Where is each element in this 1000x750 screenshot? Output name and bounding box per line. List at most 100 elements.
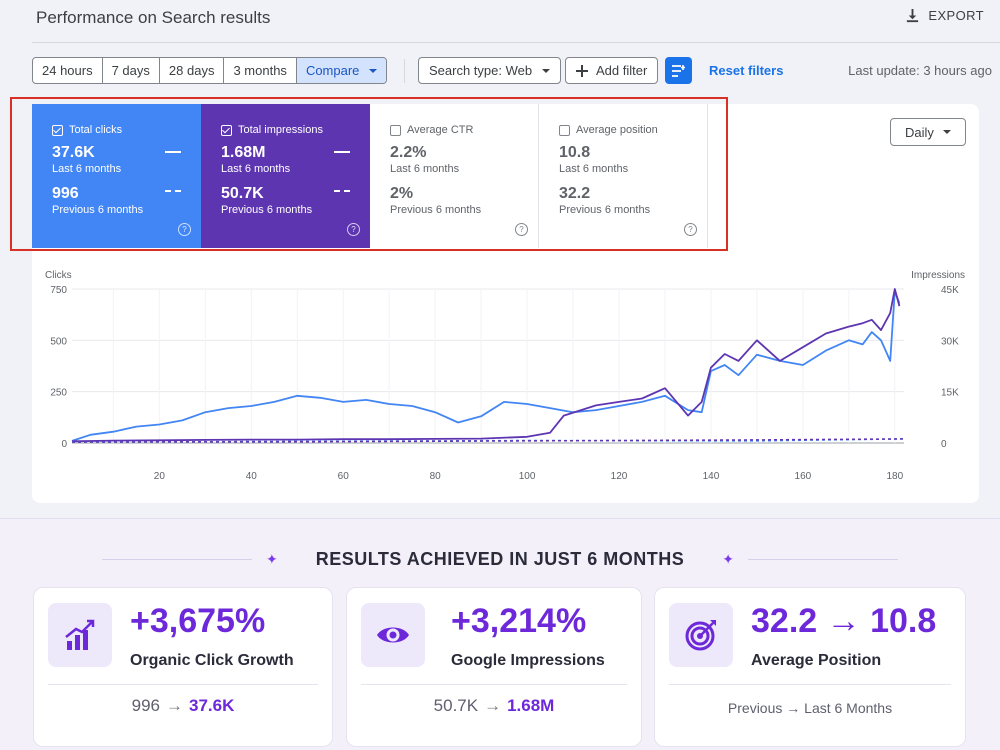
stat-comparison: 996 → 37.6K bbox=[34, 696, 332, 716]
header-divider bbox=[32, 42, 1000, 43]
filter-lines-icon bbox=[671, 64, 685, 77]
heading-rule bbox=[748, 559, 898, 560]
x-tick-label: 80 bbox=[430, 471, 442, 482]
stat-value: +3,675% bbox=[130, 602, 266, 640]
y-axis-label: Clicks bbox=[45, 270, 72, 281]
range-28-days[interactable]: 28 days bbox=[160, 58, 225, 83]
metric-previous-value: 32.2 bbox=[559, 185, 591, 202]
x-tick-label: 60 bbox=[338, 471, 350, 482]
page-title: Performance on Search results bbox=[36, 8, 271, 27]
export-label: EXPORT bbox=[928, 8, 984, 23]
checkbox-checked-icon[interactable] bbox=[52, 124, 63, 136]
stat-card-position: 32.2 → 10.8 Average Position Previous → … bbox=[654, 587, 966, 747]
metric-previous-period: Previous 6 months bbox=[559, 204, 651, 216]
arrow-right-icon: → bbox=[166, 696, 183, 715]
help-icon[interactable]: ? bbox=[347, 223, 360, 236]
stat-divider bbox=[48, 684, 318, 685]
metric-label: Total impressions bbox=[238, 124, 323, 136]
dashed-line-legend-icon bbox=[334, 190, 350, 192]
metric-current-period: Last 6 months bbox=[559, 163, 629, 175]
metric-label: Average CTR bbox=[407, 124, 474, 136]
metric-current-value: 37.6K bbox=[52, 144, 95, 161]
metric-total-impressions[interactable]: Total impressions 1.68M Last 6 months 50… bbox=[201, 104, 370, 248]
metric-current-period: Last 6 months bbox=[221, 163, 291, 175]
caret-down-icon bbox=[369, 68, 378, 73]
series-line-impressions-previous bbox=[71, 438, 905, 443]
stat-value: 32.2 → 10.8 bbox=[751, 602, 937, 640]
range-3-months[interactable]: 3 months bbox=[224, 58, 297, 83]
help-icon[interactable]: ? bbox=[515, 223, 528, 236]
y-tick-label: 750 bbox=[50, 285, 67, 296]
granularity-label: Daily bbox=[905, 124, 934, 140]
plus-icon bbox=[576, 64, 588, 77]
metric-current-period: Last 6 months bbox=[52, 163, 122, 175]
metric-current-period: Last 6 months bbox=[390, 163, 460, 175]
metric-current-value: 10.8 bbox=[559, 144, 591, 161]
metric-previous-period: Previous 6 months bbox=[390, 204, 482, 216]
granularity-dropdown[interactable]: Daily bbox=[890, 118, 966, 146]
metric-previous-value: 2% bbox=[390, 185, 414, 202]
x-tick-label: 180 bbox=[886, 471, 903, 482]
stat-divider bbox=[669, 684, 951, 685]
stat-divider bbox=[361, 684, 627, 685]
stat-label: Average Position bbox=[751, 652, 882, 669]
performance-chart: Clicks Impressions 0 0 250 15K 500 30K 750 45K 20 4… bbox=[45, 270, 965, 482]
sparkle-icon: ✦ bbox=[265, 551, 278, 567]
x-tick-label: 100 bbox=[519, 471, 536, 482]
series-line-impressions bbox=[71, 288, 901, 443]
stat-icon-box bbox=[48, 603, 112, 667]
checkbox-unchecked-icon[interactable] bbox=[390, 124, 401, 136]
checkbox-unchecked-icon[interactable] bbox=[559, 124, 570, 136]
metric-average-ctr[interactable]: Average CTR 2.2% Last 6 months 2% Previo… bbox=[370, 104, 539, 248]
stat-comparison: Previous → Last 6 Months bbox=[727, 700, 893, 716]
caret-down-icon bbox=[542, 68, 551, 73]
help-icon[interactable]: ? bbox=[684, 223, 697, 236]
search-type-label: Search type: Web bbox=[429, 63, 533, 78]
metric-previous-value: 50.7K bbox=[221, 185, 264, 202]
metric-total-clicks[interactable]: Total clicks 37.6K Last 6 months 996 Pre… bbox=[32, 104, 201, 248]
stat-value: +3,214% bbox=[451, 602, 587, 640]
filter-settings-button[interactable] bbox=[665, 57, 692, 84]
stat-from: 50.7K bbox=[433, 696, 479, 715]
date-range-selector: 24 hours 7 days 28 days 3 months Compare bbox=[32, 57, 388, 84]
y2-tick-label: 45K bbox=[941, 285, 959, 296]
y2-tick-label: 15K bbox=[941, 388, 959, 399]
checkbox-checked-icon[interactable] bbox=[221, 124, 232, 136]
y-tick-label: 250 bbox=[50, 388, 67, 399]
solid-line-legend-icon bbox=[334, 151, 350, 153]
metric-current-value: 2.2% bbox=[390, 144, 427, 161]
download-icon bbox=[907, 8, 919, 23]
x-tick-label: 20 bbox=[154, 471, 166, 482]
stat-icon-box bbox=[669, 603, 733, 667]
dashed-line-legend-icon bbox=[165, 190, 181, 192]
search-type-dropdown[interactable]: Search type: Web bbox=[418, 57, 562, 84]
range-24-hours[interactable]: 24 hours bbox=[33, 58, 103, 83]
help-icon[interactable]: ? bbox=[178, 223, 191, 236]
metric-previous-value: 996 bbox=[52, 185, 79, 202]
toolbar-divider bbox=[404, 59, 405, 83]
y-tick-label: 0 bbox=[61, 439, 67, 450]
add-filter-button[interactable]: Add filter bbox=[565, 57, 659, 84]
y2-tick-label: 30K bbox=[941, 336, 959, 347]
y2-tick-label: 0 bbox=[941, 439, 947, 450]
stat-comparison: 50.7K → 1.68M bbox=[347, 696, 641, 716]
arrow-right-icon: → bbox=[484, 696, 502, 715]
target-icon bbox=[685, 620, 716, 651]
reset-filters-link[interactable]: Reset filters bbox=[709, 63, 784, 78]
metric-average-position[interactable]: Average position 10.8 Last 6 months 32.2… bbox=[539, 104, 708, 248]
sparkle-icon: ✦ bbox=[722, 551, 734, 567]
results-panel: ✦ RESULTS ACHIEVED IN JUST 6 MONTHS ✦ +3… bbox=[0, 518, 1000, 750]
metric-label: Total clicks bbox=[69, 124, 123, 136]
stat-to: 37.6K bbox=[189, 696, 235, 715]
heading-rule bbox=[101, 559, 252, 560]
stat-icon-box bbox=[361, 603, 425, 667]
export-button[interactable]: EXPORT bbox=[905, 8, 984, 23]
x-tick-label: 140 bbox=[703, 471, 720, 482]
range-7-days[interactable]: 7 days bbox=[103, 58, 160, 83]
x-tick-label: 40 bbox=[246, 471, 258, 482]
caret-down-icon bbox=[943, 130, 951, 134]
stat-to: 1.68M bbox=[507, 696, 555, 715]
results-heading: ✦ RESULTS ACHIEVED IN JUST 6 MONTHS ✦ bbox=[0, 549, 1000, 570]
stat-card-impressions: +3,214% Google Impressions 50.7K → 1.68M bbox=[346, 587, 642, 747]
range-compare[interactable]: Compare bbox=[296, 58, 387, 83]
